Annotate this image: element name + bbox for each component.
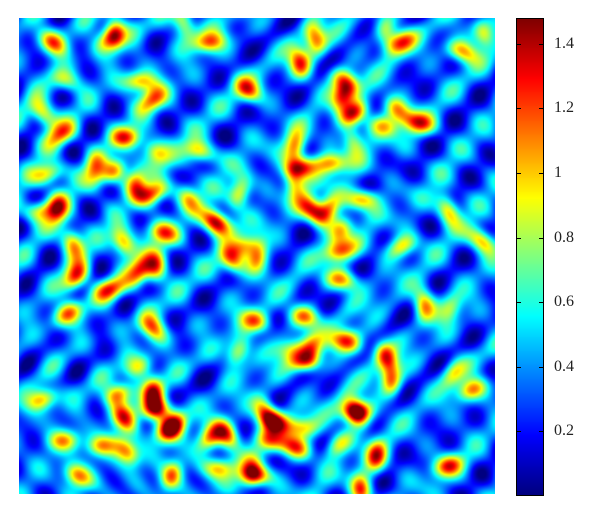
colorbar-tick-label: 1.4	[554, 35, 574, 52]
colorbar-tick-left	[516, 302, 521, 303]
colorbar-tick-label: 0.8	[554, 229, 574, 246]
colorbar	[516, 18, 544, 496]
colorbar-tick-right	[539, 108, 544, 109]
colorbar-tick-left	[516, 44, 521, 45]
colorbar-tick-right	[539, 431, 544, 432]
colorbar-tick-right	[539, 238, 544, 239]
colorbar-tick-left	[516, 108, 521, 109]
colorbar-tick-label: 0.6	[554, 293, 574, 310]
colorbar-tick-right	[539, 302, 544, 303]
colorbar-tick-left	[516, 367, 521, 368]
heatmap-plot	[19, 18, 495, 494]
colorbar-tick-right	[539, 367, 544, 368]
colorbar-tick-right	[539, 44, 544, 45]
colorbar-tick-left	[516, 173, 521, 174]
colorbar-tick-label: 1.2	[554, 99, 574, 116]
colorbar-tick-left	[516, 238, 521, 239]
colorbar-tick-label: 0.2	[554, 422, 574, 439]
colorbar-tick-right	[539, 173, 544, 174]
colorbar-tick-label: 0.4	[554, 358, 574, 375]
colorbar-tick-label: 1	[554, 164, 562, 181]
colorbar-tick-left	[516, 431, 521, 432]
